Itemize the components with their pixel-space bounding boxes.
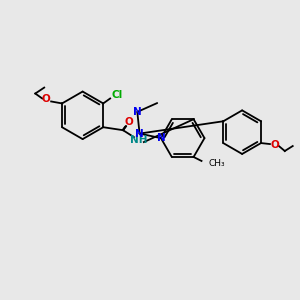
- Text: Cl: Cl: [112, 89, 123, 100]
- Text: NH: NH: [130, 135, 148, 145]
- Text: N: N: [135, 129, 144, 139]
- Text: N: N: [157, 133, 165, 143]
- Text: CH₃: CH₃: [208, 159, 225, 168]
- Text: O: O: [42, 94, 51, 104]
- Text: O: O: [124, 117, 134, 127]
- Text: N: N: [133, 107, 142, 117]
- Text: O: O: [271, 140, 279, 150]
